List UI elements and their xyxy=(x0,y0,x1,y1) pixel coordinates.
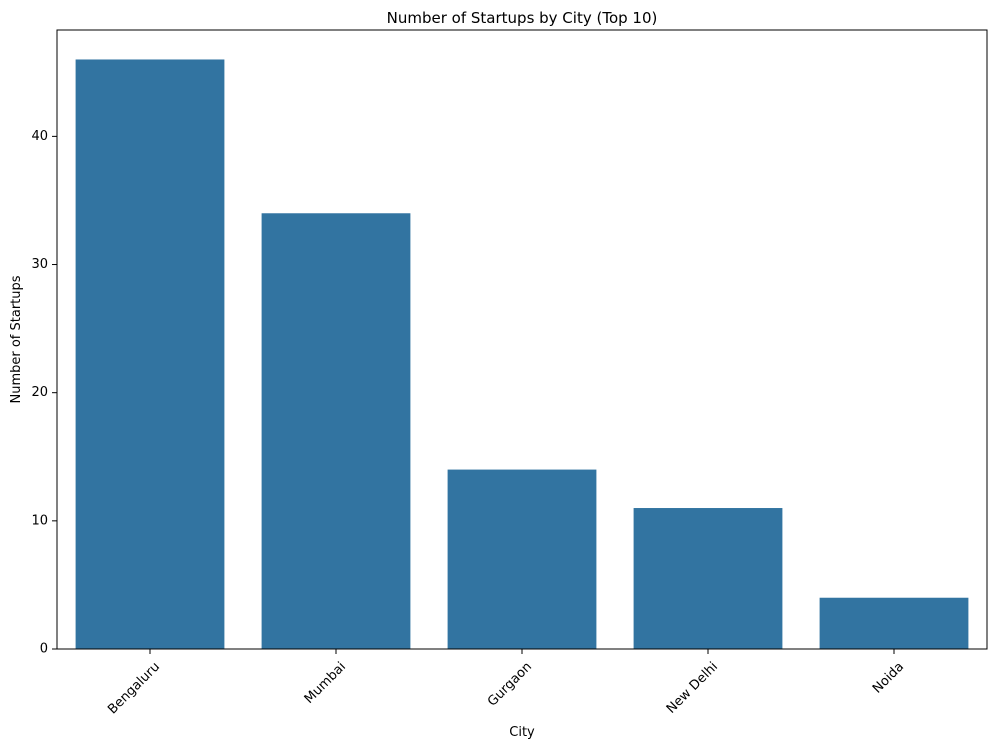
y-tick-label: 0 xyxy=(40,642,48,657)
y-axis: 0 10 20 30 40 xyxy=(31,129,57,657)
bar-gurgaon xyxy=(447,469,597,649)
x-tick-label: New Delhi xyxy=(664,659,721,716)
x-axis: Bengaluru Mumbai Gurgaon New Delhi Noida xyxy=(105,649,907,717)
y-axis-label: Number of Startups xyxy=(9,275,24,403)
bar-new-delhi xyxy=(633,508,783,649)
bar-noida xyxy=(819,597,969,649)
x-tick-label: Gurgaon xyxy=(485,659,535,709)
chart-title: Number of Startups by City (Top 10) xyxy=(387,9,658,27)
y-tick-label: 40 xyxy=(31,129,48,144)
x-axis-label: City xyxy=(509,725,535,740)
bar-bengaluru xyxy=(75,59,225,649)
y-tick-label: 10 xyxy=(31,513,48,528)
x-tick-label: Noida xyxy=(870,659,907,696)
x-tick-label: Bengaluru xyxy=(105,659,163,717)
bars-group xyxy=(75,59,969,649)
plot-frame xyxy=(56,29,988,650)
x-tick-label: Mumbai xyxy=(302,659,349,706)
y-tick-label: 30 xyxy=(31,257,48,272)
y-tick-label: 20 xyxy=(31,385,48,400)
bar-mumbai xyxy=(261,213,411,649)
